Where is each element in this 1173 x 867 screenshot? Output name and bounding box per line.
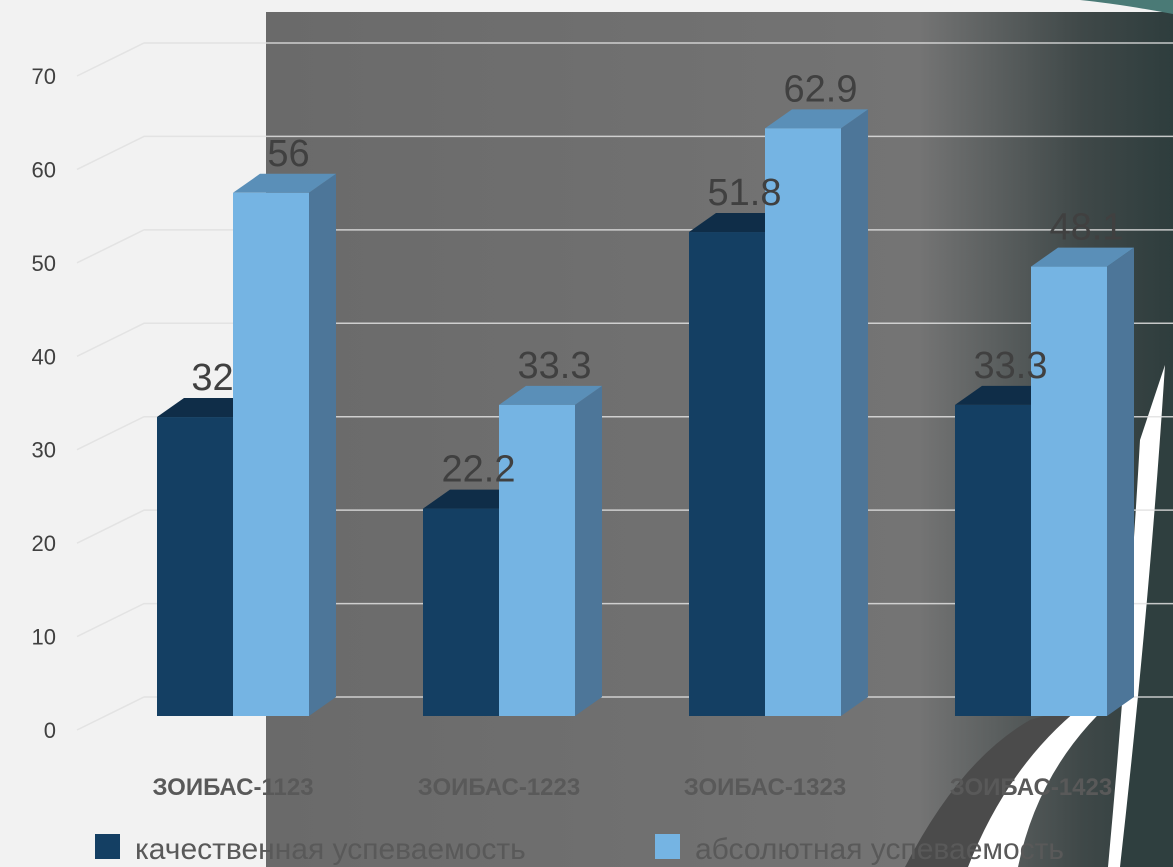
data-label: 32	[191, 357, 233, 399]
y-tick-label: 30	[32, 438, 56, 463]
x-category-label: ЗОИБАС-1423	[950, 774, 1112, 801]
bar-absolute-top	[1031, 247, 1134, 267]
y-tick-label: 60	[32, 157, 56, 182]
bar-absolute	[1031, 247, 1134, 716]
data-label: 33.3	[518, 345, 592, 387]
data-label: 33.3	[974, 345, 1048, 387]
bar-absolute-front	[765, 128, 841, 716]
bar-quality-front	[157, 417, 233, 716]
data-label: 22.2	[442, 449, 516, 491]
data-labels: 32 56 22.2 33.3 51.8 62.9 33.3 48.1	[191, 68, 1123, 490]
legend-label-absolute: абсолютная успеваемость	[695, 833, 1064, 866]
legend-swatch-absolute	[655, 834, 680, 859]
bar-absolute	[499, 385, 602, 716]
bar-absolute-front	[233, 192, 309, 717]
bar-absolute-side	[1107, 247, 1134, 716]
bar-absolute-side	[841, 109, 868, 716]
y-tick-label: 40	[32, 344, 56, 369]
bar-absolute-top	[499, 385, 602, 405]
data-label: 62.9	[784, 68, 858, 110]
bar-absolute-side	[309, 173, 336, 717]
bar-quality-front	[955, 404, 1031, 716]
data-label: 56	[267, 133, 309, 175]
gridline	[76, 42, 1173, 77]
x-category-label: ЗОИБАС-1123	[152, 774, 313, 801]
legend: качественная успеваемость абсолютная усп…	[95, 833, 1064, 866]
bar-quality-front	[423, 508, 499, 716]
bar-absolute-front	[1031, 266, 1107, 716]
x-axis: ЗОИБАС-1123 ЗОИБАС-1223 ЗОИБАС-1323 ЗОИБАС-…	[152, 774, 1112, 801]
bar-absolute-top	[233, 173, 336, 193]
y-axis: 0 10 20 30 40 50 60 70	[32, 64, 56, 743]
x-category-label: ЗОИБАС-1323	[684, 774, 846, 801]
bars	[157, 109, 1134, 717]
y-tick-label: 20	[32, 531, 56, 556]
bar-absolute-top	[765, 109, 868, 129]
y-tick-label: 70	[32, 64, 56, 89]
bar-quality-front	[689, 232, 765, 717]
bar-absolute-front	[499, 404, 575, 716]
bar-absolute-side	[575, 385, 602, 716]
legend-swatch-quality	[95, 834, 120, 859]
data-label: 48.1	[1050, 207, 1124, 249]
bar-absolute	[765, 109, 868, 716]
legend-label-quality: качественная успеваемость	[135, 833, 526, 866]
x-category-label: ЗОИБАС-1223	[418, 774, 580, 801]
y-tick-label: 0	[44, 718, 56, 743]
bar-absolute	[233, 173, 336, 717]
data-label: 51.8	[708, 172, 782, 214]
y-tick-label: 50	[32, 251, 56, 276]
y-tick-label: 10	[32, 625, 56, 650]
